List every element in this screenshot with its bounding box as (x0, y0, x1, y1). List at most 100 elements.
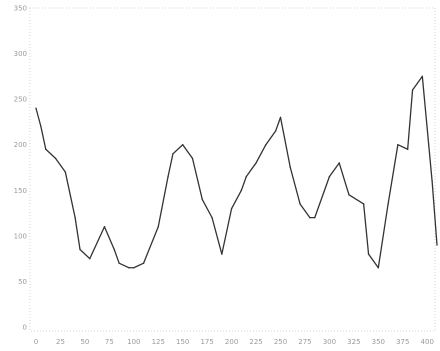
series-0-point (40, 125, 42, 128)
y-tick-label: 200 (14, 141, 27, 149)
series-0-point (64, 171, 66, 173)
series-0-point (309, 217, 311, 219)
series-0-point (35, 107, 37, 109)
series-0-segment (407, 89, 414, 150)
x-tick-label: 200 (225, 338, 238, 346)
x-tick-label: 75 (105, 338, 114, 346)
series-0-point (436, 244, 438, 246)
x-tick-label: 50 (80, 338, 89, 346)
series-0-point (421, 75, 423, 77)
y-tick-label: 150 (14, 187, 27, 195)
series-0-segment (338, 162, 350, 196)
series-0-point (133, 267, 135, 269)
x-tick-label: 0 (34, 338, 38, 346)
series-0-point (314, 217, 316, 219)
series-0-point (407, 148, 409, 150)
x-tick-label: 350 (372, 338, 385, 346)
series-0-segment (172, 144, 184, 155)
series-0-segment (45, 148, 57, 160)
x-axis: 0 25 50 75 100 125 150 175 200 225 250 275 300 325 350… (34, 338, 434, 346)
series-0-point (182, 144, 184, 146)
series-0-segment (240, 175, 247, 191)
series-layer (35, 75, 438, 269)
y-tick-label: 50 (18, 278, 27, 286)
series-0-point (103, 226, 106, 228)
series-0-segment (118, 262, 130, 269)
series-0-point (377, 267, 379, 269)
x-tick-label: 375 (396, 338, 409, 346)
x-tick-label: 100 (127, 338, 140, 346)
series-0-segment (89, 226, 106, 260)
series-0-segment (221, 207, 233, 255)
x-tick-label: 150 (176, 338, 189, 346)
x-tick-label: 225 (249, 338, 262, 346)
x-tick-label: 325 (347, 338, 360, 346)
series-0-point (299, 203, 301, 205)
series-0-segment (182, 144, 194, 160)
series-0-point (367, 253, 370, 255)
series-0-segment (79, 248, 91, 260)
series-0-point (167, 176, 169, 178)
x-tick-label: 175 (200, 338, 213, 346)
y-tick-label: 300 (14, 50, 27, 58)
series-0-segment (35, 107, 42, 128)
series-0-segment (64, 171, 76, 219)
series-0-point (387, 203, 389, 205)
series-0-point (113, 248, 115, 251)
series-0-segment (289, 166, 301, 205)
series-0-segment (54, 157, 66, 173)
series-0-segment (299, 203, 311, 219)
series-0-segment (113, 248, 120, 264)
series-0-segment (314, 175, 331, 219)
series-0-point (201, 198, 203, 200)
series-0-point (255, 162, 257, 164)
series-0-segment (279, 116, 291, 169)
series-0-segment (133, 262, 145, 269)
series-0-segment (377, 203, 389, 269)
series-0-segment (167, 153, 174, 178)
series-0-segment (245, 162, 257, 178)
series-0-segment (103, 226, 115, 251)
series-0-point (157, 226, 159, 228)
x-tick-label: 300 (323, 338, 336, 346)
series-0-point (79, 248, 81, 251)
series-0-segment (142, 226, 159, 264)
series-0-point (74, 217, 76, 219)
series-0-point (245, 176, 247, 178)
series-0-point (279, 116, 282, 118)
y-tick-label: 0 (23, 324, 27, 332)
series-0-segment (201, 198, 213, 219)
series-0-point (240, 189, 242, 191)
series-0-point (54, 157, 57, 159)
y-axis: 0 50 100 150 200 250 300 350 (14, 5, 27, 332)
series-0-segment (397, 144, 409, 150)
series-0-point (275, 130, 277, 132)
series-0-segment (387, 144, 399, 205)
series-0-point (191, 157, 194, 159)
x-tick-label: 125 (152, 338, 165, 346)
series-0-segment (157, 175, 169, 228)
series-0-point (142, 262, 145, 264)
series-0-segment (367, 253, 379, 269)
series-0-point (89, 258, 91, 260)
series-0-segment (191, 157, 203, 201)
y-tick-label: 100 (14, 232, 27, 240)
series-0-point (128, 267, 130, 269)
series-0-point (118, 262, 120, 264)
y-tick-label: 250 (14, 96, 27, 104)
series-0-point (211, 217, 213, 219)
series-0-segment (431, 180, 438, 246)
y-tick-label: 350 (14, 5, 27, 13)
plot-frame (29, 7, 436, 332)
series-0-segment (255, 144, 267, 164)
series-0-point (289, 166, 291, 169)
series-0-segment (265, 130, 277, 146)
x-tick-label: 25 (56, 338, 65, 346)
series-0-segment (211, 216, 223, 255)
series-0-point (431, 180, 433, 182)
series-0-segment (348, 194, 365, 205)
x-tick-label: 250 (274, 338, 287, 346)
series-0-point (265, 144, 267, 146)
series-0-point (172, 153, 174, 155)
